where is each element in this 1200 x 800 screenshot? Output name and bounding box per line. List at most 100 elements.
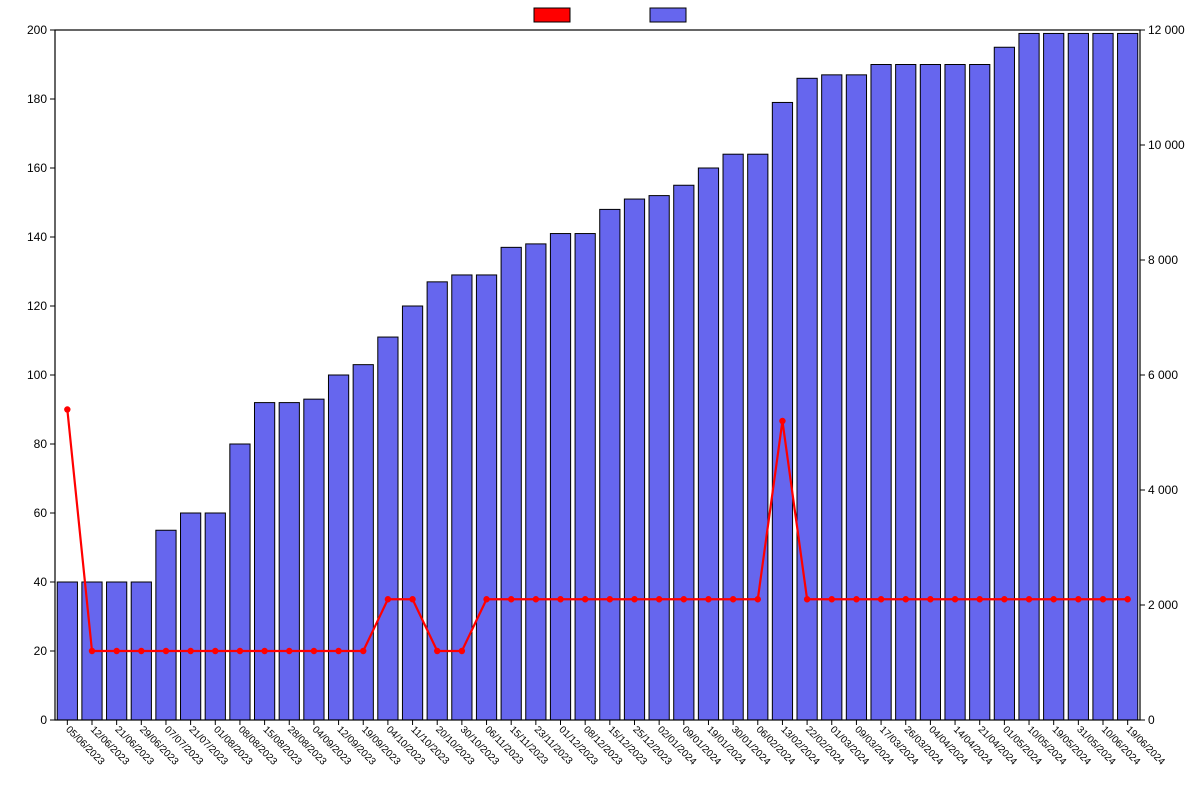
line-marker (755, 596, 761, 602)
bar (254, 403, 274, 720)
y-right-tick-label: 10 000 (1148, 138, 1185, 152)
bar (649, 196, 669, 720)
line-marker (311, 648, 317, 654)
line-marker (533, 596, 539, 602)
line-marker (730, 596, 736, 602)
line-marker (237, 648, 243, 654)
line-marker (779, 418, 785, 424)
y-right-tick-label: 4 000 (1148, 483, 1178, 497)
chart-container: 02040608010012014016018020002 0004 0006 … (0, 0, 1200, 800)
bar (748, 154, 768, 720)
line-marker (360, 648, 366, 654)
bar (230, 444, 250, 720)
y-left-tick-label: 160 (27, 161, 47, 175)
line-marker (64, 406, 70, 412)
y-left-tick-label: 140 (27, 230, 47, 244)
line-marker (853, 596, 859, 602)
line-marker (681, 596, 687, 602)
y-right-tick-label: 2 000 (1148, 598, 1178, 612)
bar (1019, 33, 1039, 720)
y-left-tick-label: 40 (34, 575, 48, 589)
legend-swatch (534, 8, 570, 22)
line-marker (385, 596, 391, 602)
line-marker (631, 596, 637, 602)
bar (328, 375, 348, 720)
bar (156, 530, 176, 720)
bar (1118, 33, 1138, 720)
line-marker (607, 596, 613, 602)
line-marker (508, 596, 514, 602)
line-marker (977, 596, 983, 602)
line-marker (952, 596, 958, 602)
bar (871, 65, 891, 721)
y-left-tick-label: 200 (27, 23, 47, 37)
line-marker (212, 648, 218, 654)
y-left-tick-label: 0 (40, 713, 47, 727)
bar (402, 306, 422, 720)
bar (846, 75, 866, 720)
bar (896, 65, 916, 721)
bar (674, 185, 694, 720)
line-marker (804, 596, 810, 602)
bar (945, 65, 965, 721)
line-marker (878, 596, 884, 602)
y-right-tick-label: 0 (1148, 713, 1155, 727)
bar (1044, 33, 1064, 720)
y-left-tick-label: 20 (34, 644, 48, 658)
y-left-tick-label: 100 (27, 368, 47, 382)
y-left-tick-label: 120 (27, 299, 47, 313)
chart-svg: 02040608010012014016018020002 0004 0006 … (0, 0, 1200, 800)
line-marker (163, 648, 169, 654)
bar (304, 399, 324, 720)
line-marker (483, 596, 489, 602)
bar (353, 365, 373, 720)
line-marker (89, 648, 95, 654)
line-marker (459, 648, 465, 654)
line-marker (705, 596, 711, 602)
bar (600, 209, 620, 720)
line-marker (927, 596, 933, 602)
bar (526, 244, 546, 720)
bar (970, 65, 990, 721)
bar (1093, 33, 1113, 720)
bar (378, 337, 398, 720)
bar (501, 247, 521, 720)
line-marker (409, 596, 415, 602)
y-left-tick-label: 180 (27, 92, 47, 106)
bar (772, 102, 792, 720)
bar (550, 234, 570, 720)
line-marker (1001, 596, 1007, 602)
line-marker (434, 648, 440, 654)
line-marker (582, 596, 588, 602)
bar (920, 65, 940, 721)
bar (575, 234, 595, 720)
y-right-tick-label: 6 000 (1148, 368, 1178, 382)
bar (57, 582, 77, 720)
line-marker (1124, 596, 1130, 602)
bar (624, 199, 644, 720)
line-marker (1075, 596, 1081, 602)
bar (476, 275, 496, 720)
bar (994, 47, 1014, 720)
line-marker (1026, 596, 1032, 602)
bar (797, 78, 817, 720)
bar (181, 513, 201, 720)
line-marker (656, 596, 662, 602)
line-marker (1100, 596, 1106, 602)
y-left-tick-label: 60 (34, 506, 48, 520)
line-marker (903, 596, 909, 602)
line-marker (187, 648, 193, 654)
bar (698, 168, 718, 720)
bar (205, 513, 225, 720)
line-marker (557, 596, 563, 602)
bar (723, 154, 743, 720)
y-right-tick-label: 12 000 (1148, 23, 1185, 37)
line-marker (1050, 596, 1056, 602)
y-right-tick-label: 8 000 (1148, 253, 1178, 267)
line-marker (286, 648, 292, 654)
line-marker (261, 648, 267, 654)
bar (279, 403, 299, 720)
bar (427, 282, 447, 720)
bar (1068, 33, 1088, 720)
legend-swatch (650, 8, 686, 22)
